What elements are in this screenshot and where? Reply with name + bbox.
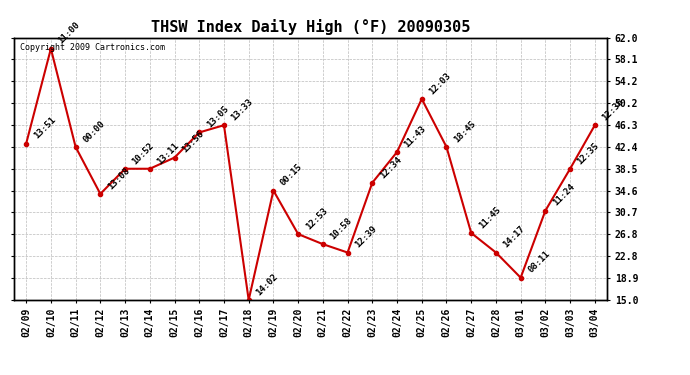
Text: 12:53: 12:53 <box>304 206 329 231</box>
Text: 14:17: 14:17 <box>502 224 527 250</box>
Text: 12:35: 12:35 <box>575 141 601 166</box>
Text: 13:51: 13:51 <box>32 116 57 141</box>
Text: 12:36: 12:36 <box>600 97 626 122</box>
Text: 11:24: 11:24 <box>551 183 576 208</box>
Text: 13:56: 13:56 <box>180 129 206 155</box>
Text: 10:52: 10:52 <box>130 141 156 166</box>
Text: 00:15: 00:15 <box>279 162 304 188</box>
Text: 10:58: 10:58 <box>328 216 354 242</box>
Text: 12:34: 12:34 <box>378 154 403 180</box>
Text: 11:43: 11:43 <box>402 124 428 149</box>
Text: Copyright 2009 Cartronics.com: Copyright 2009 Cartronics.com <box>20 43 165 52</box>
Text: 13:05: 13:05 <box>205 104 230 130</box>
Text: 14:02: 14:02 <box>254 272 279 297</box>
Text: 11:45: 11:45 <box>477 205 502 230</box>
Text: 12:03: 12:03 <box>427 71 453 96</box>
Text: 11:00: 11:00 <box>57 21 82 46</box>
Text: 08:11: 08:11 <box>526 249 551 275</box>
Text: 00:00: 00:00 <box>81 119 106 144</box>
Text: 13:08: 13:08 <box>106 166 131 191</box>
Text: 12:39: 12:39 <box>353 224 379 250</box>
Text: 13:11: 13:11 <box>155 141 181 166</box>
Text: 18:45: 18:45 <box>452 119 477 144</box>
Text: 13:33: 13:33 <box>230 97 255 122</box>
Title: THSW Index Daily High (°F) 20090305: THSW Index Daily High (°F) 20090305 <box>151 19 470 35</box>
